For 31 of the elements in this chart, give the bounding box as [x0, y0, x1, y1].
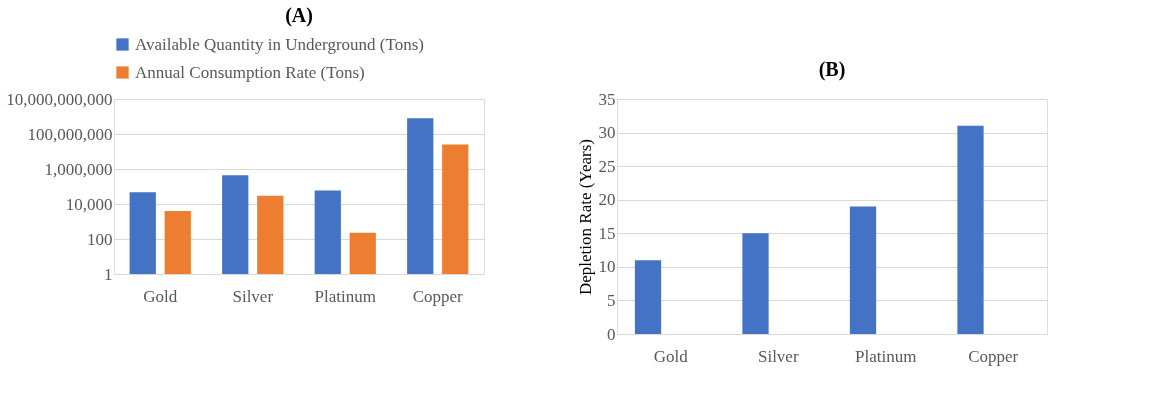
x-tick-label: Platinum: [855, 346, 917, 366]
y-tick-label: 5: [607, 290, 616, 310]
y-tick-label: 20: [598, 190, 616, 210]
y-tick-label: 1: [104, 264, 113, 284]
x-tick-label: Silver: [232, 286, 274, 306]
bar: [849, 206, 877, 334]
chart-title: (A): [285, 4, 313, 27]
x-tick-label: Copper: [968, 346, 1019, 366]
legend-label: Available Quantity in Underground (Tons): [135, 34, 425, 54]
x-tick-label: Copper: [412, 286, 464, 306]
y-tick-label: 100: [87, 229, 113, 249]
bar: [634, 260, 662, 334]
y-tick-label: 10,000: [65, 194, 113, 214]
bar: [957, 125, 984, 334]
bar: [742, 233, 769, 334]
y-tick-label: 30: [598, 123, 616, 143]
x-tick-label: Silver: [757, 346, 799, 366]
y-axis-title: Depletion Rate (Years): [575, 139, 595, 295]
legend-label: Annual Consumption Rate (Tons): [135, 62, 365, 82]
x-tick-label: Platinum: [314, 286, 376, 306]
y-tick-label: 100,000,000: [27, 124, 113, 144]
y-tick-label: 10,000,000,000: [6, 89, 113, 109]
y-tick-label: 1,000,000: [44, 159, 113, 179]
y-tick-label: 15: [598, 223, 616, 243]
y-tick-label: 10: [598, 257, 616, 277]
y-tick-label: 25: [598, 156, 616, 176]
chart-title: (B): [818, 58, 846, 81]
x-tick-label: Gold: [653, 346, 689, 366]
y-tick-label: 0: [607, 324, 616, 344]
y-tick-label: 35: [598, 89, 616, 109]
x-tick-label: Gold: [143, 286, 178, 306]
